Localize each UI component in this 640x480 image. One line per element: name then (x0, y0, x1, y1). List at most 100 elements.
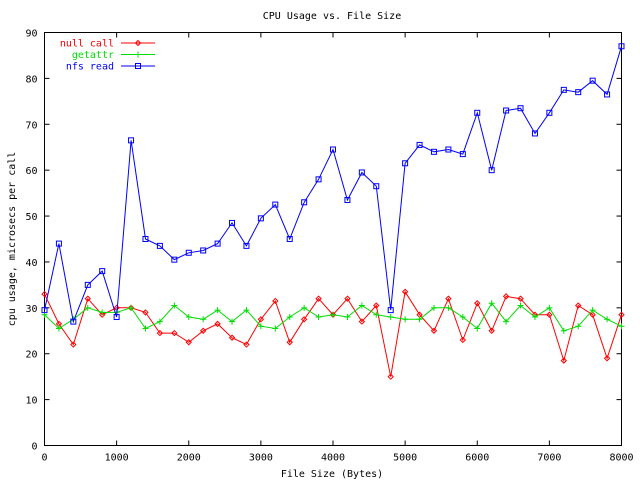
data-point-null-call (344, 295, 351, 302)
data-point-getattr (618, 323, 625, 330)
y-axis-label: cpu usage, microsecs per call (7, 152, 18, 327)
data-point-null-call (185, 339, 192, 346)
data-point-null-call (502, 293, 510, 300)
x-tick-label: 3000 (249, 453, 273, 464)
y-tick-label: 60 (25, 166, 37, 177)
data-point-getattr (55, 325, 62, 332)
y-tick-label: 50 (25, 212, 37, 223)
data-point-getattr (99, 309, 106, 316)
x-axis-label: File Size (Bytes) (281, 469, 383, 480)
data-point-nfs-read (344, 196, 351, 203)
data-point-nfs-read (330, 146, 336, 153)
data-point-null-call (430, 327, 438, 334)
x-tick-label: 6000 (465, 453, 489, 464)
data-point-null-call (603, 355, 611, 362)
data-point-nfs-read (618, 43, 625, 50)
data-point-null-call (589, 311, 596, 318)
data-point-getattr (575, 323, 582, 330)
data-point-getattr (128, 304, 135, 311)
series-line-nfs-read (44, 46, 622, 324)
data-point-nfs-read (84, 281, 91, 288)
x-tick-label: 2000 (177, 453, 201, 464)
y-tick-label: 10 (25, 396, 37, 407)
data-point-getattr (604, 316, 611, 323)
data-point-getattr (546, 304, 553, 311)
data-point-nfs-read (488, 167, 495, 174)
data-point-null-call (243, 341, 250, 348)
series-null-call (41, 288, 625, 380)
data-point-getattr (330, 311, 336, 318)
y-tick-label: 80 (25, 74, 37, 85)
data-point-null-call (315, 295, 322, 302)
data-point-getattr (387, 314, 394, 321)
data-point-nfs-read (214, 240, 221, 247)
legend-label-nfs-read: nfs read (66, 62, 114, 73)
data-point-getattr (229, 318, 236, 325)
data-point-nfs-read (503, 107, 510, 114)
data-point-nfs-read (301, 199, 308, 206)
data-point-null-call (546, 311, 553, 318)
series-lines (41, 43, 625, 380)
x-tick-label: 4000 (321, 453, 345, 464)
data-point-null-call (474, 300, 481, 307)
data-point-null-call (387, 373, 394, 380)
data-point-nfs-read (128, 137, 135, 144)
data-point-getattr (373, 311, 380, 318)
legend-marker-getattr (135, 51, 141, 58)
data-point-getattr (142, 325, 149, 332)
data-point-getattr (503, 318, 510, 325)
data-point-nfs-read (546, 109, 553, 116)
data-point-null-call (488, 327, 495, 334)
chart-title: CPU Usage vs. File Size (263, 11, 401, 22)
data-point-getattr (344, 314, 351, 321)
y-tick-label: 40 (25, 258, 37, 269)
data-point-getattr (430, 304, 437, 311)
legend-label-null-call: null call (60, 39, 114, 50)
series-line-null-call (44, 290, 622, 377)
data-point-nfs-read (430, 148, 437, 155)
data-point-getattr (560, 327, 567, 334)
legend-marker-null-call (134, 39, 142, 47)
x-tick-label: 0 (41, 453, 47, 464)
data-point-getattr (517, 302, 524, 309)
data-point-getattr (402, 316, 409, 323)
data-point-getattr (200, 316, 207, 323)
data-point-getattr (474, 325, 481, 332)
data-point-null-call (156, 329, 164, 337)
plot-frame (44, 32, 622, 446)
data-point-null-call (560, 357, 568, 364)
data-point-getattr (315, 314, 322, 321)
data-point-null-call (445, 295, 452, 302)
data-point-null-call (358, 318, 366, 325)
series-nfs-read (41, 43, 625, 325)
data-point-null-call (575, 302, 582, 309)
data-point-null-call (517, 295, 524, 302)
data-point-nfs-read (171, 256, 178, 263)
y-tick-label: 70 (25, 120, 37, 131)
data-point-null-call (228, 334, 236, 341)
data-point-getattr (257, 323, 264, 330)
data-point-null-call (401, 288, 409, 295)
data-point-nfs-read (445, 146, 452, 153)
data-point-nfs-read (70, 318, 77, 325)
axes: 0 1000 2000 3000 4000 5000 6000 7000 8000 0 10 20 30… (25, 29, 633, 464)
data-point-getattr (488, 300, 495, 307)
data-point-nfs-read (531, 130, 538, 137)
data-point-getattr (214, 307, 221, 314)
data-point-null-call (171, 329, 178, 337)
data-point-getattr (243, 307, 250, 314)
data-point-null-call (70, 341, 77, 348)
data-point-getattr (589, 307, 596, 314)
data-point-getattr (358, 302, 365, 309)
data-point-getattr (416, 316, 423, 323)
data-point-nfs-read (200, 247, 207, 254)
data-point-getattr (156, 318, 163, 325)
data-point-nfs-read (272, 201, 279, 208)
data-point-nfs-read (575, 89, 582, 96)
data-point-getattr (459, 314, 466, 321)
data-point-null-call (300, 316, 308, 323)
data-point-getattr (301, 304, 308, 311)
data-point-getattr (272, 325, 279, 332)
data-point-nfs-read (257, 215, 264, 222)
